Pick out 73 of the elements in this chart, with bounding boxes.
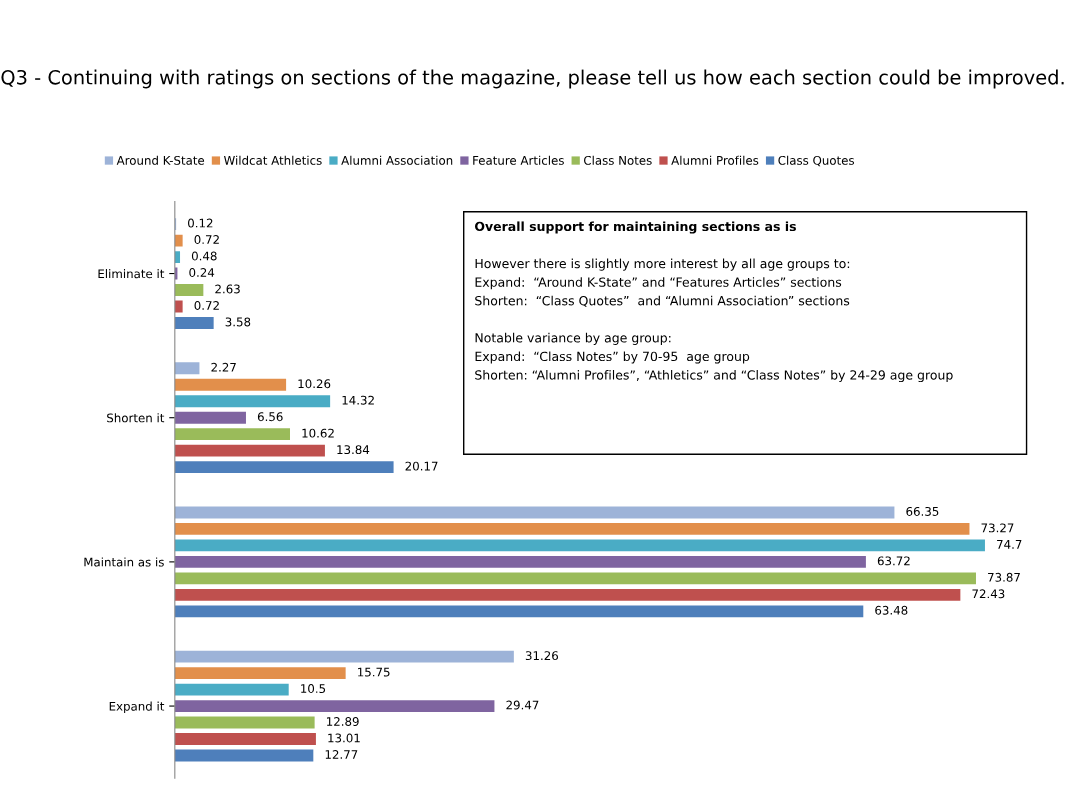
bar — [174, 411, 246, 424]
data-label: 10.5 — [301, 684, 326, 694]
data-label: 14.32 — [342, 395, 374, 405]
bar — [174, 716, 315, 729]
bar — [174, 539, 985, 552]
data-label: 3.58 — [225, 317, 251, 327]
bar — [174, 667, 346, 680]
bar — [174, 700, 495, 712]
bar — [174, 444, 325, 457]
bar — [174, 733, 316, 745]
bar — [174, 428, 290, 441]
data-label: 0.24 — [189, 268, 215, 277]
y-tick-label: Shorten it — [107, 413, 165, 423]
annotation: Expand: “Class Notes” by 70-95 age group — [475, 351, 750, 364]
annotation: Shorten: “Alumni Profiles”, “Athletics” and “Class Notes” by 24-29 age group — [475, 369, 953, 383]
bar — [174, 284, 204, 296]
data-label: 74.7 — [997, 540, 1022, 549]
bar — [174, 605, 864, 618]
bar — [174, 749, 314, 762]
data-label: 0.12 — [188, 218, 213, 228]
legend-label: Feature Articles — [473, 155, 564, 165]
bar — [174, 572, 976, 585]
bar — [174, 362, 200, 375]
legend-label: Class Notes — [584, 155, 652, 165]
annotation: Expand: “Around K-State” and “Features Articles” sections — [475, 277, 842, 290]
data-label: 0.48 — [191, 251, 217, 261]
legend-label: Alumni Association — [341, 155, 453, 165]
data-label: 13.84 — [337, 445, 370, 455]
y-tick-label: Maintain as is — [84, 557, 164, 567]
annotation: Overall support for maintaining sections as is — [474, 221, 796, 234]
bar — [174, 234, 183, 247]
data-label: 0.72 — [194, 235, 219, 245]
data-label: 20.17 — [405, 461, 438, 471]
bar — [174, 650, 514, 663]
data-label: 12.77 — [325, 749, 358, 759]
data-label: 72.43 — [972, 589, 1005, 599]
data-label: 6.56 — [257, 412, 283, 422]
legend-label: Class Quotes — [778, 155, 855, 167]
data-label: 10.26 — [298, 379, 331, 389]
bar — [174, 317, 214, 329]
data-label: 66.35 — [906, 506, 939, 516]
bar — [174, 588, 961, 601]
data-label: 63.48 — [875, 605, 908, 615]
y-tick-label: Expand it — [109, 701, 165, 713]
bar — [174, 251, 181, 263]
data-label: 12.89 — [327, 717, 359, 726]
legend-label: Around K-State — [116, 155, 205, 165]
data-label: 13.01 — [328, 733, 360, 743]
data-label: 15.75 — [358, 667, 390, 677]
data-label: 31.26 — [525, 651, 559, 661]
bar — [174, 461, 394, 474]
bar — [174, 395, 331, 408]
chart-title: Q3 - Continuing with ratings on sections of the magazine, please tell us how each section could be improved. — [1, 69, 1064, 89]
data-label: 2.63 — [215, 284, 240, 294]
data-label: 73.27 — [981, 523, 1014, 533]
data-label: 63.72 — [877, 556, 910, 566]
data-label: 73.87 — [988, 572, 1020, 582]
legend-label: Wildcat Athletics — [224, 155, 322, 165]
bar — [174, 506, 895, 519]
annotation: However there is slightly more interest by all age groups to: — [475, 258, 850, 271]
annotation: Notable variance by age group: — [475, 332, 671, 345]
data-label: 10.62 — [302, 428, 334, 438]
bar — [174, 555, 866, 568]
data-label: 2.27 — [211, 362, 236, 372]
y-tick-label: Eliminate it — [98, 269, 165, 279]
legend-label: Alumni Profiles — [671, 155, 759, 165]
bar — [174, 523, 970, 535]
bar — [174, 300, 183, 313]
bar — [174, 378, 287, 391]
annotation: Shorten: “Class Quotes” and “Alumni Association” sections — [475, 295, 850, 307]
bar — [174, 683, 289, 696]
data-label: 29.47 — [506, 700, 539, 710]
data-label: 0.72 — [194, 300, 219, 310]
